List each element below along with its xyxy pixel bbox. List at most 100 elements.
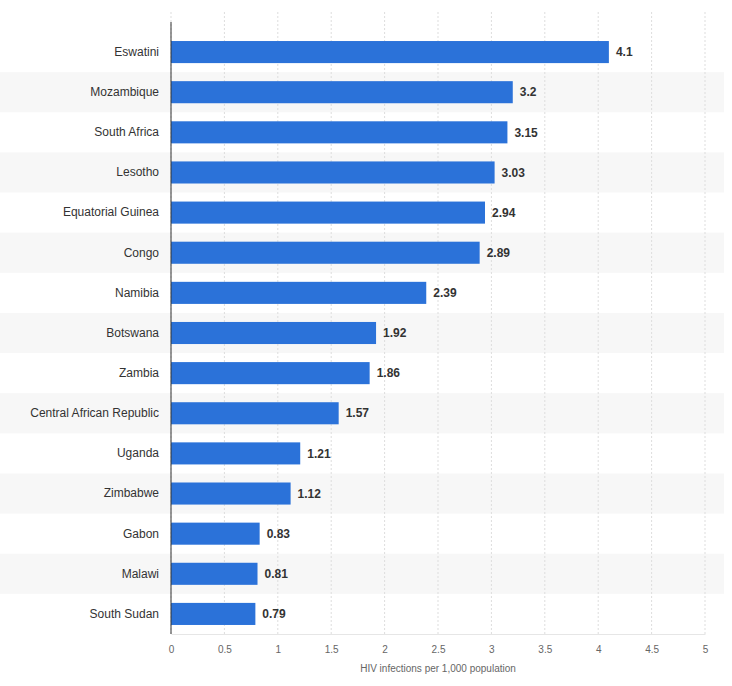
- data-label: 1.86: [377, 366, 401, 380]
- data-labels: 4.13.23.153.032.942.892.391.921.861.571.…: [262, 45, 633, 621]
- data-label: 3.03: [502, 166, 526, 180]
- category-label: Gabon: [123, 527, 159, 541]
- x-tick-label: 0: [169, 644, 175, 655]
- bar: [171, 603, 255, 625]
- bar: [171, 523, 260, 545]
- row-band: [0, 233, 724, 273]
- chart: 4.13.23.153.032.942.892.391.921.861.571.…: [0, 0, 732, 686]
- data-label: 2.94: [492, 206, 516, 220]
- grid: [171, 12, 705, 634]
- x-tick: 3.5: [538, 634, 552, 655]
- category-label: Lesotho: [116, 165, 159, 179]
- y-tick: Malawi: [122, 567, 171, 581]
- y-axis-line: [171, 22, 172, 634]
- category-label: Malawi: [122, 567, 159, 581]
- x-tick: 2.5: [432, 634, 446, 655]
- bar: [171, 322, 376, 344]
- x-tick-label: 5: [703, 644, 709, 655]
- row-band: [0, 554, 724, 594]
- grid-line: [171, 12, 172, 634]
- data-label: 0.83: [267, 527, 291, 541]
- x-tick-label: 3: [489, 644, 495, 655]
- row-band: [0, 313, 724, 353]
- category-label: Mozambique: [90, 85, 159, 99]
- data-label: 2.89: [487, 246, 511, 260]
- data-label: 0.79: [262, 607, 286, 621]
- x-tick: 0.5: [218, 634, 232, 655]
- category-label: South Africa: [94, 125, 159, 139]
- x-axis-title: HIV infections per 1,000 population: [360, 663, 516, 674]
- grid-line: [651, 12, 652, 634]
- bar: [171, 282, 426, 304]
- bar: [171, 202, 485, 224]
- category-label: Zimbabwe: [104, 486, 160, 500]
- y-tick: South Sudan: [90, 607, 171, 621]
- x-tick: 1.5: [325, 634, 339, 655]
- y-axis: Eswatini Mozambique South Africa Lesotho Equ…: [30, 22, 171, 634]
- y-tick: Mozambique: [90, 85, 171, 99]
- grid-line: [544, 12, 545, 634]
- row-bands: [0, 72, 724, 594]
- y-tick: South Africa: [94, 125, 171, 139]
- y-tick: Gabon: [123, 527, 171, 541]
- category-label: Equatorial Guinea: [63, 205, 159, 219]
- y-tick: Botswana: [106, 326, 171, 340]
- x-tick: 3: [489, 634, 495, 655]
- y-tick: Namibia: [115, 286, 171, 300]
- x-tick-label: 4.5: [645, 644, 659, 655]
- x-axis-line: [172, 634, 706, 635]
- category-label: Eswatini: [114, 45, 159, 59]
- bar: [171, 563, 258, 585]
- data-label: 3.2: [520, 85, 537, 99]
- category-label: Namibia: [115, 286, 159, 300]
- x-tick-label: 1: [276, 644, 282, 655]
- data-label: 1.57: [346, 406, 370, 420]
- x-tick: 5: [703, 634, 709, 655]
- y-tick: Congo: [124, 246, 171, 260]
- bar: [171, 161, 495, 183]
- y-tick: Equatorial Guinea: [63, 205, 171, 219]
- x-tick-label: 3.5: [538, 644, 552, 655]
- x-tick-label: 0.5: [218, 644, 232, 655]
- bar: [171, 242, 480, 264]
- category-label: Congo: [124, 246, 160, 260]
- grid-line: [598, 12, 599, 634]
- data-label: 2.39: [433, 286, 457, 300]
- x-tick: 4.5: [645, 634, 659, 655]
- data-label: 0.81: [265, 567, 289, 581]
- row-band: [0, 72, 724, 112]
- bar: [171, 121, 507, 143]
- category-label: Central African Republic: [30, 406, 159, 420]
- x-axis: 0 0.5 1 1.5 2 2.5 3 3.5 4 4.5 5: [169, 634, 709, 655]
- data-label: 1.92: [383, 326, 407, 340]
- x-tick: 0: [169, 634, 175, 655]
- bar: [171, 81, 513, 103]
- bar: [171, 362, 370, 384]
- grid-line: [705, 12, 706, 634]
- bar: [171, 41, 609, 63]
- data-label: 4.1: [616, 45, 633, 59]
- data-label: 1.12: [298, 487, 322, 501]
- data-label: 1.21: [307, 447, 331, 461]
- bar: [171, 402, 339, 424]
- y-tick: Zambia: [119, 366, 171, 380]
- category-label: South Sudan: [90, 607, 159, 621]
- row-band: [0, 473, 724, 513]
- x-tick: 4: [596, 634, 602, 655]
- bar: [171, 482, 291, 504]
- y-tick: Lesotho: [116, 165, 171, 179]
- y-tick: Central African Republic: [30, 406, 171, 420]
- x-tick: 1: [276, 634, 282, 655]
- x-tick-label: 2: [382, 644, 388, 655]
- bars: [171, 41, 609, 625]
- grid-line: [438, 12, 439, 634]
- category-label: Botswana: [106, 326, 159, 340]
- x-tick: 2: [382, 634, 388, 655]
- grid-line: [384, 12, 385, 634]
- category-label: Zambia: [119, 366, 159, 380]
- x-tick-label: 4: [596, 644, 602, 655]
- row-band: [0, 393, 724, 433]
- x-tick-label: 2.5: [432, 644, 446, 655]
- grid-line: [491, 12, 492, 634]
- y-tick: Eswatini: [114, 45, 171, 59]
